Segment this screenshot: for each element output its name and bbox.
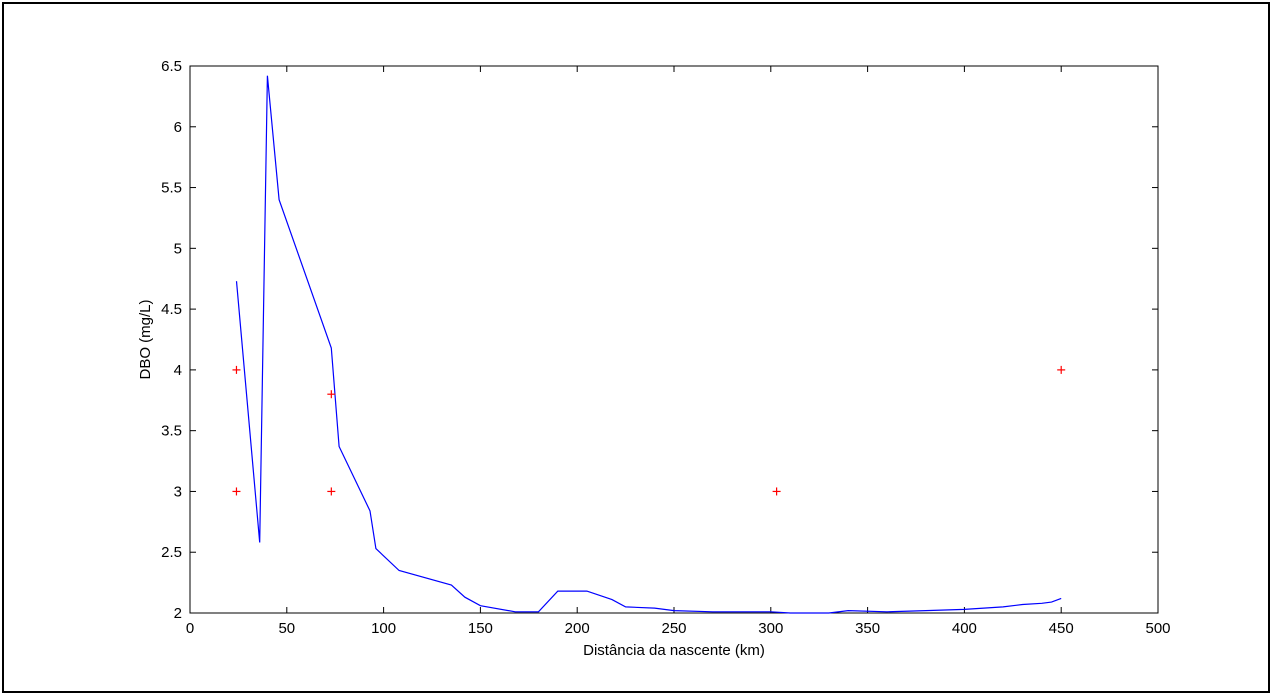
x-tick-label: 350 xyxy=(855,620,880,637)
y-tick-label: 6 xyxy=(174,119,182,136)
data-point-marker xyxy=(1057,365,1066,374)
series-layer xyxy=(232,75,1066,614)
x-tick-label: 300 xyxy=(758,620,783,637)
y-tick-label: 4 xyxy=(174,362,182,379)
data-point-marker xyxy=(327,390,336,399)
y-tick-label: 5.5 xyxy=(161,180,182,197)
y-tick-label: 2 xyxy=(174,605,182,622)
y-tick-label: 2.5 xyxy=(161,544,182,561)
x-tick-label: 150 xyxy=(468,620,493,637)
data-point-marker xyxy=(232,365,241,374)
y-tick-label: 6.5 xyxy=(161,58,182,75)
x-tick-label: 500 xyxy=(1145,620,1170,637)
x-tick-label: 50 xyxy=(278,620,295,637)
x-tick-label: 0 xyxy=(186,620,194,637)
y-axis: 2 2.5 3 3.5 4 4.5 5 5.5 6 6.5 xyxy=(161,58,1158,622)
y-tick-label: 4.5 xyxy=(161,301,182,318)
y-tick-label: 3.5 xyxy=(161,423,182,440)
data-point-marker xyxy=(772,487,781,496)
series-line xyxy=(235,75,1062,614)
data-point-marker xyxy=(232,487,241,496)
x-tick-label: 450 xyxy=(1049,620,1074,637)
data-point-marker xyxy=(327,487,336,496)
x-axis-label: Distância da nascente (km) xyxy=(583,642,765,659)
x-axis: 0 50 100 150 200 250 300 350 400 450 500 xyxy=(186,66,1171,637)
y-axis-label: DBO (mg/L) xyxy=(137,299,154,379)
y-tick-label: 3 xyxy=(174,483,182,500)
x-tick-label: 200 xyxy=(565,620,590,637)
plot-area xyxy=(189,65,1159,614)
x-tick-label: 250 xyxy=(661,620,686,637)
x-tick-label: 400 xyxy=(952,620,977,637)
y-tick-label: 5 xyxy=(174,240,182,257)
x-tick-label: 100 xyxy=(371,620,396,637)
